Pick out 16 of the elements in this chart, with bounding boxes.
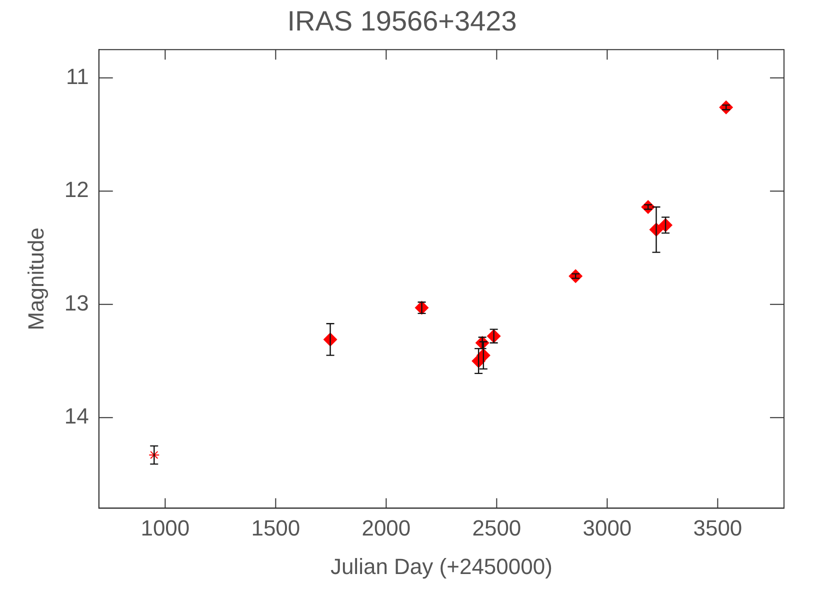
x-axis-title: Julian Day (+2450000) — [330, 554, 552, 579]
x-tick-label: 3500 — [693, 515, 742, 540]
x-tick-label: 1500 — [251, 515, 300, 540]
y-tick-label: 14 — [64, 404, 89, 429]
point — [148, 449, 160, 460]
y-tick-label: 12 — [64, 177, 89, 202]
x-tick-label: 2500 — [472, 515, 522, 540]
y-axis-title: Magnitude — [23, 228, 48, 330]
y-tick-label: 11 — [66, 64, 89, 89]
y-tick-label: 13 — [64, 290, 89, 316]
x-tick-label: 3000 — [582, 515, 632, 540]
chart-title: IRAS 19566+3423 — [287, 6, 517, 37]
x-tick-label: 1000 — [140, 515, 190, 540]
point — [414, 300, 429, 315]
point — [475, 336, 490, 350]
x-tick-label: 2000 — [362, 515, 411, 540]
